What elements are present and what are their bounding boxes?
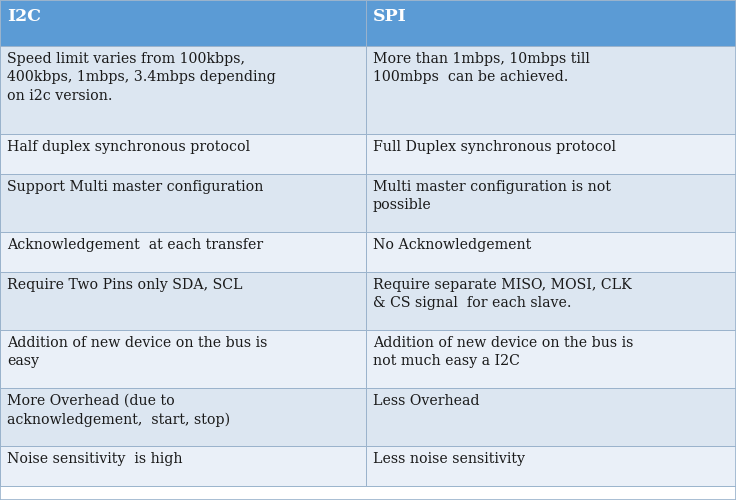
Text: Support Multi master configuration: Support Multi master configuration [7,180,263,194]
Text: More than 1mbps, 10mbps till
100mbps  can be achieved.: More than 1mbps, 10mbps till 100mbps can… [373,52,590,84]
Text: Less noise sensitivity: Less noise sensitivity [373,452,525,466]
Bar [366,330,736,388]
Text: Noise sensitivity  is high: Noise sensitivity is high [7,452,183,466]
Bar [366,134,736,174]
Text: Full Duplex synchronous protocol: Full Duplex synchronous protocol [373,140,616,154]
Bar [366,0,736,46]
Text: Half duplex synchronous protocol: Half duplex synchronous protocol [7,140,250,154]
Text: More Overhead (due to
acknowledgement,  start, stop): More Overhead (due to acknowledgement, s… [7,394,230,427]
Text: Acknowledgement  at each transfer: Acknowledgement at each transfer [7,238,263,252]
Bar [366,446,736,486]
Text: I2C: I2C [7,8,41,25]
Bar [366,388,736,446]
Text: No Acknowledgement: No Acknowledgement [373,238,531,252]
Bar [366,46,736,134]
Text: SPI: SPI [373,8,406,25]
Bar [0,446,366,486]
Bar [0,388,366,446]
Bar [0,330,366,388]
Bar [366,174,736,232]
Bar [0,232,366,272]
Text: Addition of new device on the bus is
easy: Addition of new device on the bus is eas… [7,336,267,368]
Text: Addition of new device on the bus is
not much easy a I2C: Addition of new device on the bus is not… [373,336,633,368]
Text: Require separate MISO, MOSI, CLK
& CS signal  for each slave.: Require separate MISO, MOSI, CLK & CS si… [373,278,631,310]
Bar [0,0,366,46]
Bar [366,232,736,272]
Bar [0,272,366,330]
Bar [0,134,366,174]
Text: Less Overhead: Less Overhead [373,394,479,408]
Text: Speed limit varies from 100kbps,
400kbps, 1mbps, 3.4mbps depending
on i2c versio: Speed limit varies from 100kbps, 400kbps… [7,52,276,103]
Text: Multi master configuration is not
possible: Multi master configuration is not possib… [373,180,611,212]
Bar [0,174,366,232]
Bar [0,46,366,134]
Text: Require Two Pins only SDA, SCL: Require Two Pins only SDA, SCL [7,278,242,292]
Bar [366,272,736,330]
